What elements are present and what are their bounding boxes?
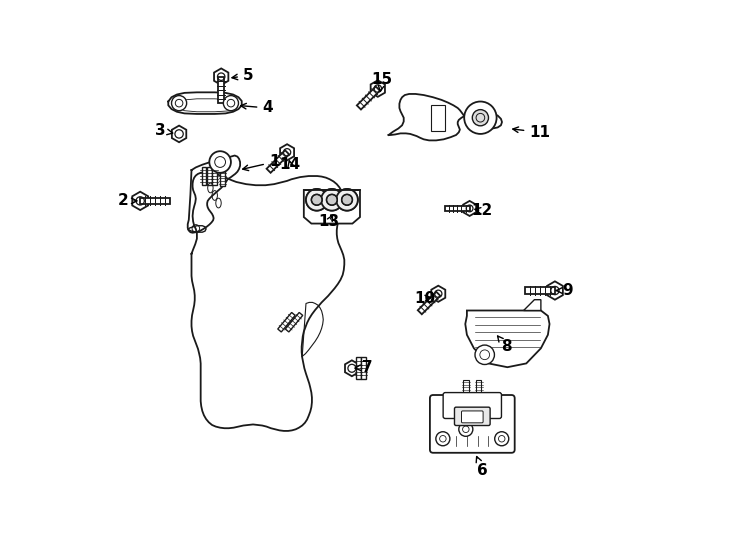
Polygon shape <box>207 167 211 185</box>
Polygon shape <box>286 313 302 332</box>
Circle shape <box>475 345 495 364</box>
Polygon shape <box>280 144 294 160</box>
Polygon shape <box>446 206 470 211</box>
Polygon shape <box>418 292 440 314</box>
Polygon shape <box>345 360 359 376</box>
Circle shape <box>495 432 509 446</box>
Polygon shape <box>357 86 380 110</box>
Circle shape <box>336 189 357 211</box>
Text: 13: 13 <box>319 214 340 229</box>
Text: 6: 6 <box>476 456 488 478</box>
FancyBboxPatch shape <box>430 395 515 453</box>
Polygon shape <box>172 126 186 142</box>
Polygon shape <box>214 69 228 85</box>
Polygon shape <box>212 167 217 185</box>
Text: 11: 11 <box>513 125 550 140</box>
Polygon shape <box>371 80 385 97</box>
Circle shape <box>321 189 343 211</box>
Polygon shape <box>465 310 550 367</box>
Text: 3: 3 <box>156 123 172 138</box>
Text: 10: 10 <box>415 291 436 306</box>
Polygon shape <box>476 380 482 395</box>
FancyBboxPatch shape <box>454 407 490 426</box>
Circle shape <box>306 189 327 211</box>
Circle shape <box>209 151 231 173</box>
Polygon shape <box>432 286 446 302</box>
Polygon shape <box>218 77 224 104</box>
Polygon shape <box>132 192 148 210</box>
FancyBboxPatch shape <box>462 411 483 423</box>
Polygon shape <box>304 190 360 224</box>
Text: 8: 8 <box>498 336 512 354</box>
Polygon shape <box>526 287 555 294</box>
Circle shape <box>336 189 357 211</box>
Polygon shape <box>220 170 225 186</box>
Text: 7: 7 <box>355 360 372 375</box>
Polygon shape <box>361 357 366 379</box>
Text: 12: 12 <box>470 203 492 218</box>
Circle shape <box>436 432 450 446</box>
FancyBboxPatch shape <box>443 393 501 418</box>
Polygon shape <box>463 380 468 395</box>
Polygon shape <box>202 167 206 185</box>
Polygon shape <box>277 313 295 332</box>
Text: 5: 5 <box>232 68 253 83</box>
Text: 9: 9 <box>556 283 573 298</box>
Circle shape <box>321 189 343 211</box>
Circle shape <box>459 422 473 436</box>
Polygon shape <box>463 201 476 216</box>
Circle shape <box>306 189 327 211</box>
Polygon shape <box>547 281 563 300</box>
Circle shape <box>472 110 489 126</box>
Circle shape <box>341 194 352 205</box>
Text: 14: 14 <box>280 157 301 172</box>
Circle shape <box>223 96 239 111</box>
Text: 15: 15 <box>371 72 393 91</box>
Circle shape <box>464 102 497 134</box>
Text: 1: 1 <box>243 154 280 171</box>
Polygon shape <box>523 300 541 310</box>
Polygon shape <box>140 198 170 204</box>
Circle shape <box>172 96 186 111</box>
Polygon shape <box>356 357 361 379</box>
Text: 2: 2 <box>117 193 137 208</box>
Text: 4: 4 <box>241 100 273 116</box>
Circle shape <box>311 194 322 205</box>
Circle shape <box>327 194 338 205</box>
Polygon shape <box>266 150 289 173</box>
